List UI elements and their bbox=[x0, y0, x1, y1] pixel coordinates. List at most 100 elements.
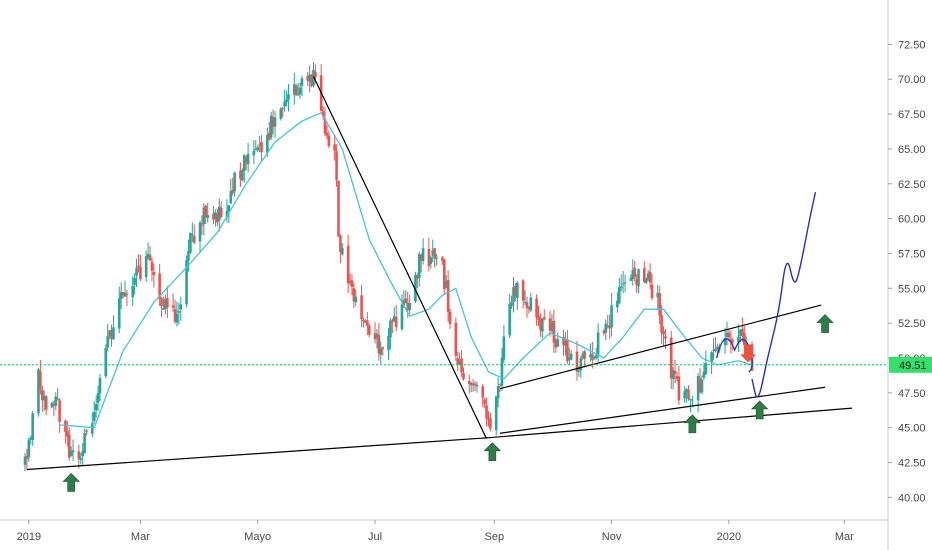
candle-body bbox=[683, 391, 686, 399]
candle-body bbox=[204, 206, 208, 218]
candle-body bbox=[535, 298, 538, 318]
candle-body bbox=[137, 265, 140, 268]
candle-body bbox=[271, 117, 275, 128]
candle-body bbox=[675, 376, 679, 379]
candle-body bbox=[254, 148, 258, 150]
candle-body bbox=[44, 396, 48, 410]
candle-body bbox=[658, 293, 661, 316]
candle-body bbox=[521, 280, 525, 301]
candle-body bbox=[414, 274, 417, 302]
candle-body bbox=[583, 351, 586, 359]
candle-body bbox=[135, 267, 138, 276]
candle-body bbox=[206, 215, 210, 218]
last-price-label: 49.51 bbox=[899, 360, 927, 372]
candle-body bbox=[552, 320, 556, 343]
candle-body bbox=[677, 376, 681, 401]
candle-body bbox=[246, 153, 250, 165]
candle-body bbox=[602, 330, 606, 334]
arrow-up-icon bbox=[483, 442, 502, 462]
candle-body bbox=[608, 325, 611, 329]
candle-body bbox=[512, 287, 515, 302]
x-tick-label: Sep bbox=[484, 531, 504, 543]
candle-body bbox=[454, 322, 458, 356]
candle-body bbox=[242, 155, 246, 172]
candle-body bbox=[516, 282, 519, 299]
candle-body bbox=[404, 298, 408, 304]
candle-body bbox=[687, 389, 690, 400]
candle-body bbox=[31, 413, 34, 440]
candle-body bbox=[306, 76, 310, 81]
candle-body bbox=[350, 280, 354, 287]
candle-body bbox=[29, 437, 33, 440]
candle-body bbox=[117, 298, 121, 329]
candle-body bbox=[610, 305, 613, 328]
candle-body bbox=[623, 282, 627, 284]
candle-body bbox=[108, 330, 111, 336]
candle-body bbox=[458, 360, 461, 365]
candle-body bbox=[710, 352, 713, 363]
candle-body bbox=[648, 271, 652, 283]
x-tick-label: Mar bbox=[131, 531, 150, 543]
projection-path bbox=[751, 191, 817, 398]
x-tick-label: Jul bbox=[368, 531, 382, 543]
candle-body bbox=[673, 370, 677, 374]
trendlines-layer bbox=[26, 76, 853, 471]
y-tick-label: 72.50 bbox=[898, 39, 926, 51]
candle-body bbox=[569, 353, 573, 360]
candle-body bbox=[416, 275, 419, 279]
y-tick-label: 52.50 bbox=[898, 318, 926, 330]
candle-body bbox=[589, 354, 592, 358]
moving-average-layer bbox=[59, 111, 753, 429]
candle-body bbox=[700, 379, 704, 393]
candle-body bbox=[510, 302, 513, 307]
candle-body bbox=[379, 348, 383, 355]
y-tick-label: 65.00 bbox=[898, 144, 926, 156]
arrow-up-icon bbox=[750, 400, 769, 420]
moving-average-line bbox=[59, 111, 753, 429]
y-tick-label: 45.00 bbox=[898, 423, 926, 435]
y-tick-label: 55.00 bbox=[898, 283, 926, 295]
candle-body bbox=[562, 337, 565, 345]
candle-body bbox=[381, 347, 385, 349]
candle-body bbox=[523, 301, 527, 303]
candle-body bbox=[394, 317, 398, 328]
candle-body bbox=[266, 135, 269, 153]
candle-body bbox=[294, 85, 298, 96]
candle-body bbox=[333, 144, 336, 151]
candle-body bbox=[225, 211, 229, 217]
candle-body bbox=[216, 213, 219, 223]
candle-body bbox=[550, 323, 554, 332]
candle-body bbox=[308, 74, 311, 82]
candle-body bbox=[258, 144, 261, 146]
candle-body bbox=[419, 254, 423, 261]
candle-body bbox=[112, 327, 115, 340]
candle-body bbox=[669, 337, 673, 379]
candle-body bbox=[187, 251, 190, 261]
candle-body bbox=[83, 432, 86, 454]
candle-body bbox=[617, 287, 621, 304]
candle-body bbox=[594, 355, 598, 359]
candle-body bbox=[475, 384, 479, 387]
candle-body bbox=[285, 99, 288, 103]
candle-body bbox=[106, 336, 109, 348]
candle-body bbox=[496, 385, 500, 399]
last-price-badge bbox=[889, 356, 932, 373]
candle-body bbox=[633, 267, 636, 278]
candle-body bbox=[502, 336, 506, 360]
candle-body bbox=[23, 456, 27, 465]
candle-body bbox=[341, 248, 344, 255]
candle-body bbox=[362, 319, 365, 322]
candle-body bbox=[473, 383, 477, 385]
candle-body bbox=[146, 253, 150, 258]
candle-body bbox=[133, 277, 136, 285]
candle-body bbox=[173, 309, 177, 322]
candle-body bbox=[64, 420, 67, 432]
candle-body bbox=[171, 305, 175, 308]
candle-body bbox=[541, 319, 544, 332]
candle-body bbox=[462, 373, 465, 380]
candle-body bbox=[94, 404, 98, 411]
candle-body bbox=[537, 315, 540, 320]
candle-body bbox=[252, 150, 256, 156]
